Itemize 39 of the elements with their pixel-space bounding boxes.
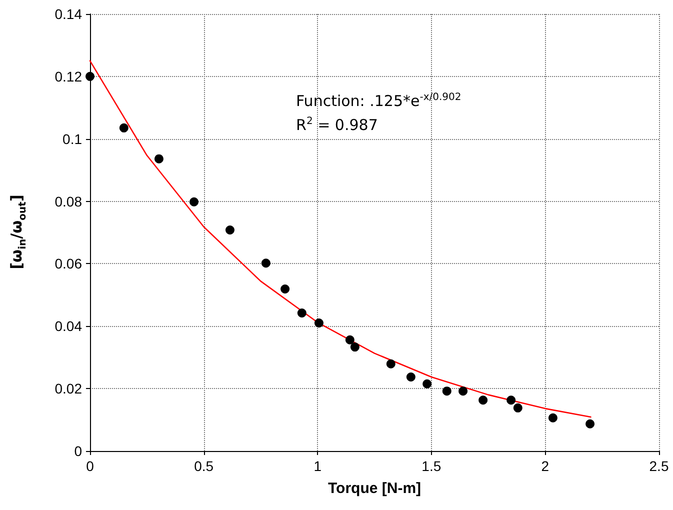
point: [225, 226, 234, 234]
point: [386, 359, 396, 368]
point: [548, 413, 558, 422]
y-tick-label: 0.12: [54, 68, 82, 84]
y-tick-label: 0.04: [54, 318, 82, 334]
point: [280, 284, 290, 294]
x-tick-label: 2: [541, 458, 550, 474]
annotation: R$^{2}$ = 0.987: [296, 116, 378, 134]
y-tick-label: 0.06: [54, 256, 82, 272]
point: [458, 386, 468, 396]
point: [442, 386, 452, 396]
point: [406, 372, 416, 382]
point: [86, 72, 94, 81]
point: [345, 335, 354, 344]
x-tick-label: 0.5: [194, 458, 214, 474]
annotation: Function: .125*e$^{-x/0.902}$: [296, 92, 462, 110]
point: [297, 308, 306, 318]
point: [506, 396, 516, 405]
x-axis-title: Torque [N-m]: [328, 480, 422, 497]
y-tick-label: 0.1: [62, 130, 82, 147]
point: [154, 154, 164, 164]
point: [422, 379, 432, 388]
y-tick-label: 0.02: [54, 380, 82, 397]
x-tick-label: 2.5: [649, 458, 669, 474]
point: [314, 318, 324, 328]
point: [119, 123, 128, 132]
point: [478, 396, 488, 405]
x-tick-label: 0: [86, 458, 94, 474]
y-tick-label: 0.14: [54, 6, 82, 22]
line-series: [89, 60, 592, 418]
y-tick-label: 0: [74, 443, 82, 459]
point: [586, 419, 595, 428]
x-tick-label: 1: [314, 458, 322, 474]
point: [513, 403, 522, 412]
point: [350, 342, 360, 352]
point: [190, 197, 199, 206]
x-tick-label: 1.5: [422, 458, 442, 474]
point: [261, 258, 270, 268]
y-tick-label: 0.08: [54, 193, 82, 210]
